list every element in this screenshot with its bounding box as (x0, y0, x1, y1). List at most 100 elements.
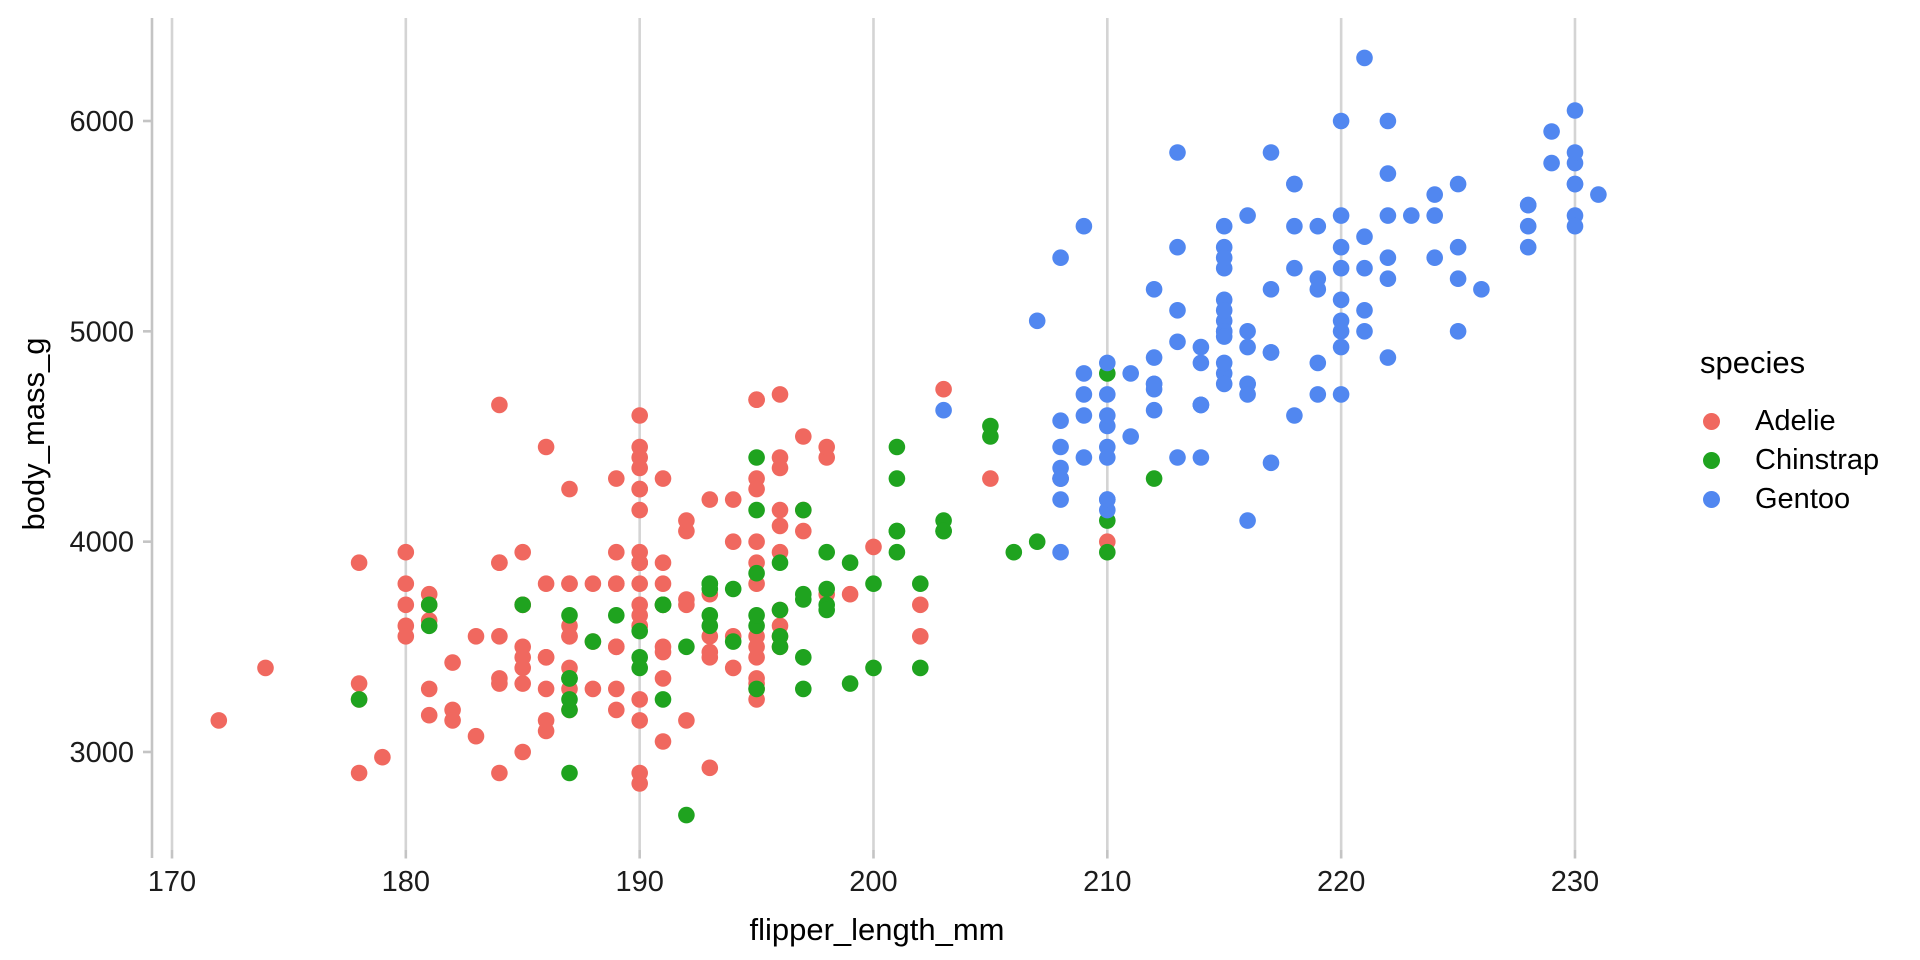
legend: species Adelie Chinstrap Gentoo (1695, 345, 1879, 519)
data-point (467, 727, 485, 745)
data-point (1332, 207, 1350, 224)
data-point (1215, 249, 1233, 266)
data-point (935, 380, 952, 398)
data-point (561, 670, 578, 687)
data-point (350, 675, 368, 692)
data-point (631, 712, 648, 729)
data-point (537, 649, 555, 666)
data-point (1075, 449, 1093, 466)
data-point (1332, 112, 1350, 130)
data-point (771, 501, 789, 519)
data-point (1566, 217, 1584, 235)
data-point (1379, 112, 1397, 130)
data-point (1099, 449, 1116, 466)
data-point (865, 538, 882, 556)
data-point (1192, 354, 1210, 372)
data-point (818, 543, 835, 561)
data-point (1052, 543, 1069, 561)
data-point (514, 596, 531, 614)
data-point (1262, 281, 1280, 298)
y-tick-label: 5000 (69, 316, 134, 348)
data-point (935, 522, 952, 540)
data-point (1075, 386, 1093, 403)
series-adelie (210, 380, 1116, 792)
data-point (1145, 470, 1163, 487)
data-point (841, 675, 859, 692)
data-point (514, 659, 531, 677)
data-point (1473, 281, 1490, 298)
data-point (1332, 291, 1350, 309)
data-point (1566, 144, 1584, 161)
data-point (350, 691, 368, 708)
y-axis-title: body_mass_g (16, 337, 51, 531)
axis-ticks (143, 119, 1577, 859)
data-point (888, 522, 906, 540)
data-point (724, 580, 742, 598)
data-point (1286, 259, 1303, 277)
data-point (678, 712, 695, 729)
data-point (724, 491, 742, 508)
gridlines (170, 18, 1577, 850)
data-point (654, 643, 672, 661)
data-point (1052, 470, 1069, 487)
data-point (1356, 49, 1373, 67)
x-tick-label: 200 (849, 866, 897, 898)
data-point (420, 596, 438, 614)
tick-labels: 170 180 190 200 210 220 230 3000 4000 5000 6000 (69, 106, 1599, 898)
data-point (1566, 102, 1584, 119)
data-point (1239, 323, 1256, 340)
data-point (257, 659, 274, 677)
data-point (1379, 207, 1397, 224)
data-point (561, 575, 578, 592)
data-point (1028, 533, 1046, 550)
data-point (1286, 175, 1303, 193)
data-point (397, 543, 415, 561)
data-point (1262, 454, 1280, 472)
data-point (865, 659, 882, 677)
data-point (631, 407, 648, 424)
data-point (654, 691, 672, 708)
data-point (1239, 207, 1256, 224)
data-point (912, 575, 929, 592)
legend-item-adelie: Adelie (1695, 402, 1879, 441)
data-point (678, 512, 695, 529)
data-point (631, 659, 648, 677)
data-point (701, 491, 719, 508)
data-point (1403, 207, 1420, 224)
data-point (514, 543, 531, 561)
data-point (841, 585, 859, 603)
data-point (631, 554, 648, 571)
data-point (1192, 396, 1210, 414)
data-point (1519, 217, 1537, 235)
data-point (701, 580, 719, 598)
data-point (795, 522, 812, 540)
data-point (631, 459, 648, 477)
x-tick-label: 220 (1317, 866, 1365, 898)
data-point (608, 607, 625, 624)
y-tick-label: 6000 (69, 106, 134, 138)
data-point (631, 596, 648, 614)
data-point (1309, 386, 1327, 403)
data-point (608, 680, 625, 698)
data-point (1356, 228, 1373, 245)
data-point (1239, 338, 1256, 356)
data-point (584, 680, 602, 698)
data-point (1426, 186, 1443, 203)
data-point (818, 438, 835, 456)
data-point (1332, 238, 1350, 256)
data-point (654, 670, 672, 687)
data-point (1075, 407, 1093, 424)
legend-label: Gentoo (1755, 483, 1851, 515)
data-point (654, 470, 672, 487)
data-point (631, 691, 648, 708)
data-point (1215, 217, 1233, 235)
data-point (1099, 491, 1116, 508)
data-point (608, 543, 625, 561)
data-point (795, 649, 812, 666)
x-tick-label: 170 (148, 866, 196, 898)
data-point (491, 764, 508, 782)
x-tick-label: 210 (1083, 866, 1131, 898)
data-point (1379, 165, 1397, 182)
data-point (678, 591, 695, 608)
legend-dot-icon (1703, 413, 1720, 430)
